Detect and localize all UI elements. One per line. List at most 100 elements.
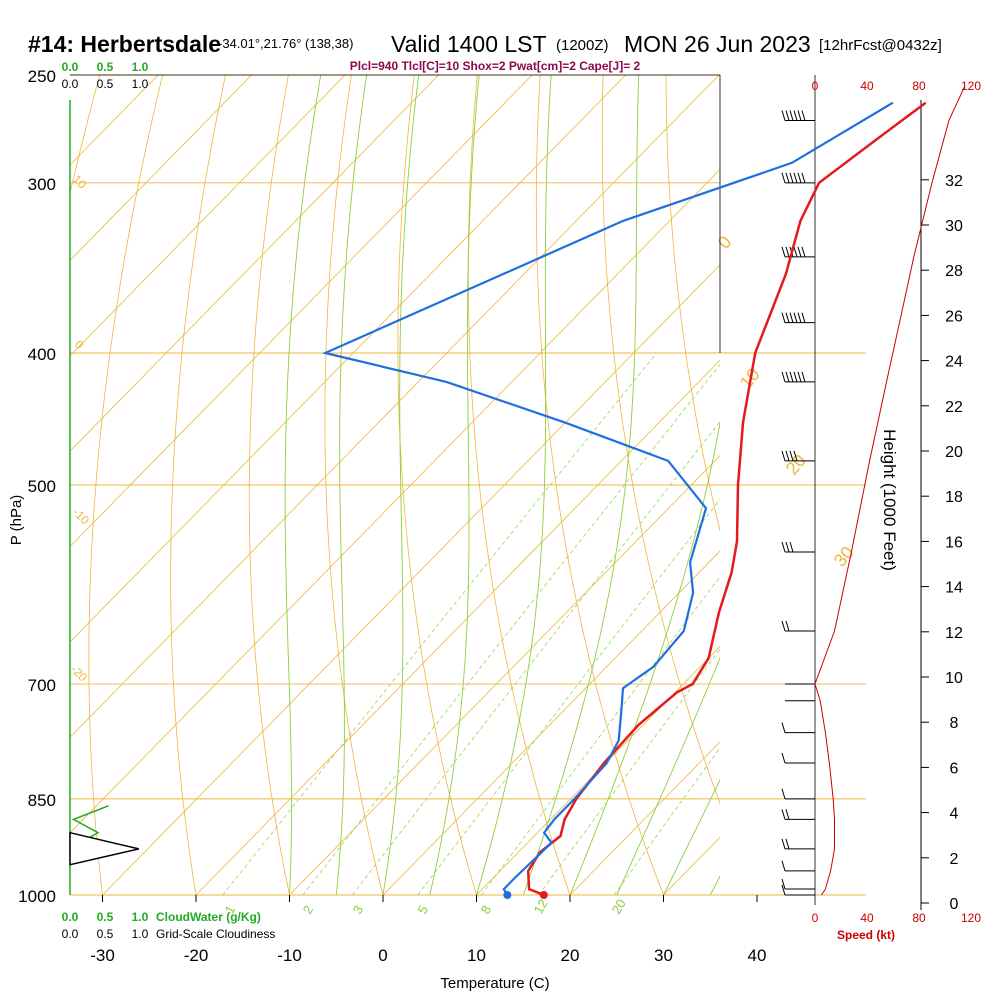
dewpoint-profile (321, 101, 894, 896)
mixing-ratio-20 (613, 747, 720, 895)
wind-barb-flag (789, 172, 794, 183)
wind-barb-flag (781, 371, 786, 383)
wind-barb-flag (789, 110, 794, 121)
valid-date: MON 26 Jun 2023 (624, 31, 811, 57)
wind-barb-flag (781, 752, 786, 764)
height-tick-label: 14 (945, 580, 963, 597)
wind-barb-flag (789, 371, 794, 383)
cloudiness-tick-bottom: 0.0 (62, 927, 79, 941)
dry-adiabat-label: -20 (68, 662, 90, 684)
isotherm--40 (70, 168, 720, 834)
stability-indices: Plcl=940 Tlcl[C]=10 Shox=2 Pwat[cm]=2 Ca… (350, 59, 641, 73)
wind-barb-flag (781, 788, 786, 800)
wind-barb-flag (793, 312, 798, 323)
forecast-tag: [12hrFcst@0432z] (819, 37, 942, 54)
height-tick-label: 10 (945, 670, 963, 687)
temperature-tick-label: 20 (561, 946, 580, 965)
speed-tick-top: 80 (912, 79, 926, 93)
wind-barb-flag (797, 312, 802, 323)
mixing-ratio-label: 3 (350, 903, 367, 917)
wind-barb-flag (781, 722, 786, 733)
isotherm-10 (476, 645, 720, 895)
mixing-ratio-8 (480, 576, 720, 895)
surface-temperature-marker (539, 891, 548, 899)
moist-adiabat--5 (335, 75, 368, 895)
wind-barb-flag (797, 110, 802, 121)
x-axis-title: Temperature (C) (440, 975, 549, 992)
cloudiness-tick-bottom: 1.0 (132, 927, 149, 941)
wind-barb-flag (781, 878, 786, 890)
cloudiness-axis-title: Grid-Scale Cloudiness (156, 927, 275, 941)
temperature-profile (526, 101, 927, 897)
wind-barb-flag (801, 246, 806, 258)
wind-speed-profile (814, 86, 965, 896)
isotherm--80 (70, 75, 440, 452)
height-tick-label: 6 (950, 760, 959, 777)
isotherm--50 (70, 75, 720, 738)
wind-barb-flag (781, 838, 786, 850)
isobar-lines (70, 74, 866, 896)
moist-adiabat-label: 30 (830, 542, 858, 570)
wind-barb-flag (781, 172, 786, 183)
dry-adiabat-60 (728, 0, 960, 924)
wind-barb-flag (793, 172, 798, 183)
wind-barb-flag (785, 246, 790, 258)
wind-barb-flag (801, 110, 806, 121)
wind-barb-flag (781, 620, 786, 632)
height-tick-label: 8 (950, 715, 959, 732)
wind-barb-flag (797, 172, 802, 183)
temperature-tick-label: -10 (277, 946, 302, 965)
height-axis-title: Height (1000 Feet) (880, 429, 899, 571)
dry-adiabat-90 (906, 0, 1000, 924)
height-tick-label: 20 (945, 444, 963, 461)
pressure-tick-labels: 250 300 400 500 700 850 1000 (18, 67, 56, 906)
zulu-time: (1200Z) (556, 37, 609, 54)
wind-barb-flag (797, 371, 802, 383)
height-tick-label: 28 (945, 263, 963, 280)
pressure-tick-label: 250 (28, 67, 56, 86)
cloudiness-tick-bottom: 0.5 (97, 927, 114, 941)
wind-barb-flag (781, 450, 786, 461)
height-tick-label: 22 (945, 399, 963, 416)
moist-adiabat-label: 20 (782, 450, 810, 478)
dry-adiabat-40 (601, 75, 720, 805)
dry-adiabat-lines (70, 0, 1000, 924)
wind-barb-flag (785, 450, 790, 461)
isotherm--20 (195, 359, 720, 895)
wind-barb-flag (789, 450, 794, 461)
temperature-tick-labels: -30 -20 -10 0 10 20 30 40 (90, 895, 766, 965)
wind-barbs (781, 110, 815, 896)
dry-adiabat--40 (70, 75, 101, 196)
temperature-tick-label: 10 (467, 946, 486, 965)
wind-barb-flag (781, 110, 786, 121)
speed-tick-bottom: 80 (912, 911, 926, 925)
cloud-water-tick-top: 1.0 (132, 60, 149, 74)
isotherm--120 (0, 0, 194, 895)
wind-barb-flag (781, 860, 786, 871)
speed-tick-bottom: 120 (961, 911, 981, 925)
y-axis-title: P (hPa) (8, 495, 25, 546)
wind-barb-flag (781, 312, 786, 323)
dry-adiabat-label: -10 (70, 505, 92, 527)
speed-tick-top: 40 (860, 79, 874, 93)
wind-barb-flag (801, 312, 806, 323)
isotherm--110 (70, 75, 159, 166)
wind-barb-flag (781, 246, 786, 258)
temperature-tick-label: 40 (748, 946, 767, 965)
surface-dewpoint-marker (503, 891, 512, 899)
station-coords: -34.01°,21.76° (138,38) (218, 36, 353, 51)
mixing-ratio-5 (417, 498, 720, 895)
mixing-ratio-label: 8 (478, 903, 495, 917)
isotherm--10 (289, 455, 720, 895)
isotherm--90 (70, 75, 346, 357)
wind-barb-flag (781, 809, 786, 820)
cloudiness-tick-top: 0.5 (97, 77, 114, 91)
moist-adiabat-label: 0 (714, 232, 736, 253)
wind-barb-flag (785, 371, 790, 383)
wind-barb-flag (789, 312, 794, 323)
pressure-tick-label: 1000 (18, 887, 56, 906)
wind-barb-flag (793, 246, 798, 258)
moist-adiabat-30 (663, 778, 720, 895)
height-tick-label: 26 (945, 308, 963, 325)
